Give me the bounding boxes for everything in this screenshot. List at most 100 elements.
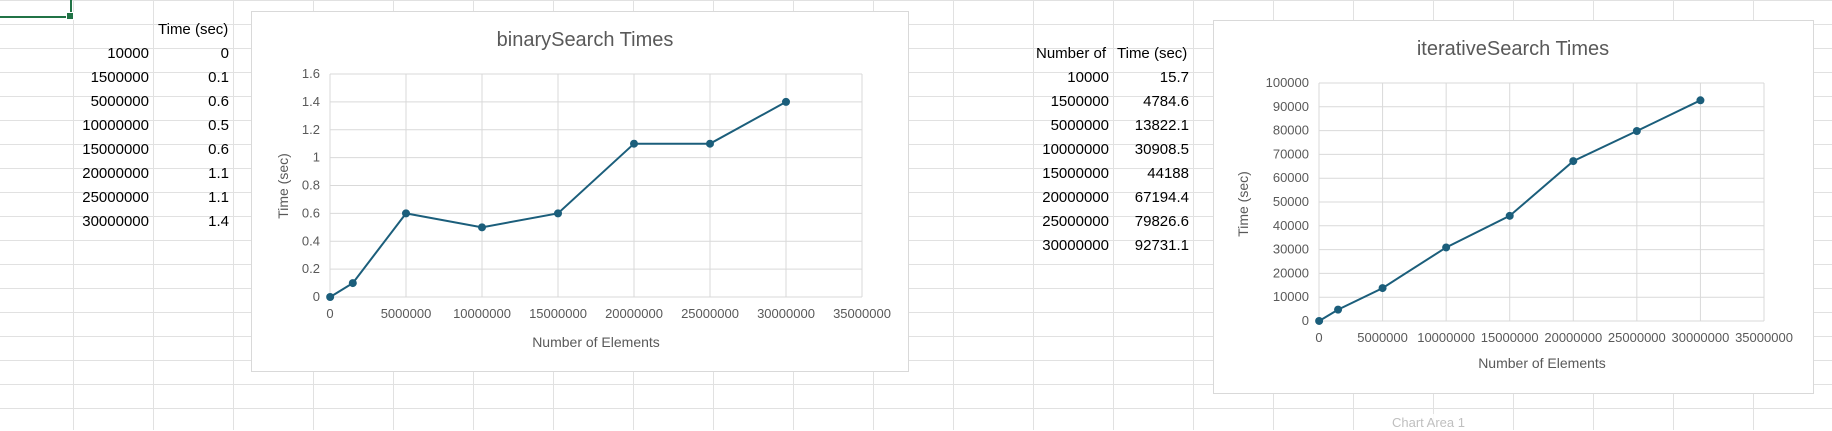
y-tick-label: 0 [1302,313,1309,328]
table1-cell-time[interactable]: 0.5 [208,117,229,134]
table2-header-n[interactable]: Number of [1036,45,1107,62]
x-tick-label: 10000000 [1417,330,1475,345]
table1-header-time[interactable]: Time (sec) [158,21,229,38]
x-tick-label: 25000000 [1608,330,1666,345]
data-point[interactable] [478,223,486,232]
table2-cell-time[interactable]: 13822.1 [1134,117,1189,134]
binary-search-chart[interactable]: binarySearch Times Number of Elements Ti… [251,11,909,372]
table1-cell-n[interactable]: 15000000 [82,141,149,158]
active-cell-selection[interactable] [0,0,74,20]
y-tick-label: 70000 [1273,146,1309,161]
y-tick-label: 80000 [1273,123,1309,138]
chart-title: binarySearch Times [497,29,674,51]
table2-cell-time[interactable]: 4784.6 [1143,93,1189,110]
y-tick-label: 40000 [1273,218,1309,233]
series-line[interactable] [329,100,787,298]
x-tick-label: 35000000 [833,306,891,321]
data-point[interactable] [1569,157,1578,166]
y-tick-label: 0.6 [302,205,320,220]
data-point[interactable] [706,139,714,148]
table1-cell-time[interactable]: 0.6 [208,141,229,158]
table2-cell-n[interactable]: 10000 [1067,69,1109,86]
data-point[interactable] [1696,96,1705,105]
y-tick-label: 1.4 [302,94,320,109]
iterative-search-chart[interactable]: iterativeSearch Times Number of Elements… [1213,20,1814,394]
y-tick-label: 1.6 [302,66,320,81]
table1-cell-n[interactable]: 10000 [107,45,149,62]
table2-cell-n[interactable]: 20000000 [1042,189,1109,206]
data-point[interactable] [630,139,638,148]
table2-cell-n[interactable]: 10000000 [1042,141,1109,158]
x-tick-label: 0 [1315,330,1322,345]
table1-cell-n[interactable]: 20000000 [82,165,149,182]
x-tick-label: 25000000 [681,306,739,321]
table2-cell-time[interactable]: 30908.5 [1134,141,1189,158]
iterative-search-chart-svg: iterativeSearch Times Number of Elements… [1235,38,1793,371]
table1-cell-time[interactable]: 1.4 [208,213,229,230]
table1-cell-time[interactable]: 1.1 [208,165,229,182]
x-axis-title: Number of Elements [1478,355,1606,371]
data-point[interactable] [1334,305,1343,314]
data-point[interactable] [348,279,357,288]
data-point[interactable] [1378,284,1387,293]
x-tick-label: 15000000 [529,306,587,321]
table1-cell-n[interactable]: 1500000 [90,69,149,86]
x-tick-label: 0 [326,306,333,321]
x-tick-label: 20000000 [1544,330,1602,345]
y-tick-label: 20000 [1273,265,1309,280]
data-point[interactable] [782,97,790,106]
table1-cell-time[interactable]: 0.1 [208,69,229,86]
y-axis-title: Time (sec) [1235,171,1251,237]
table2-cell-time[interactable]: 79826.6 [1134,213,1189,230]
table1-cell-time[interactable]: 1.1 [208,189,229,206]
data-point[interactable] [402,209,410,218]
x-tick-label: 20000000 [605,306,663,321]
y-tick-label: 10000 [1273,289,1309,304]
data-point[interactable] [326,293,335,301]
data-point[interactable] [554,209,562,218]
y-tick-label: 0.8 [302,178,320,193]
table1-cell-time[interactable]: 0 [220,45,229,62]
table2-cell-time[interactable]: 92731.1 [1134,237,1189,254]
x-axis-title: Number of Elements [532,334,660,350]
binary-search-chart-svg: binarySearch Times Number of Elements Ti… [275,29,891,350]
x-tick-label: 5000000 [1357,330,1408,345]
table2-cell-time[interactable]: 44188 [1147,165,1189,182]
y-tick-label: 90000 [1273,99,1309,114]
table1-cell-n[interactable]: 5000000 [90,93,149,110]
data-point[interactable] [1632,127,1641,136]
table2-cell-n[interactable]: 15000000 [1042,165,1109,182]
y-tick-label: 50000 [1273,194,1309,209]
y-tick-label: 0.4 [302,233,320,248]
y-tick-label: 1 [313,150,320,165]
data-point[interactable] [1442,243,1451,252]
y-tick-label: 100000 [1266,75,1309,90]
table2-cell-n[interactable]: 25000000 [1042,213,1109,230]
y-tick-label: 60000 [1273,170,1309,185]
table1-cell-n[interactable]: 10000000 [82,117,149,134]
table1-cell-n[interactable]: 25000000 [82,189,149,206]
x-tick-label: 15000000 [1481,330,1539,345]
table2-cell-n[interactable]: 30000000 [1042,237,1109,254]
y-tick-label: 1.2 [302,122,320,137]
data-point[interactable] [1505,211,1514,220]
chart-title: iterativeSearch Times [1417,38,1609,60]
table1-cell-n[interactable]: 30000000 [82,213,149,230]
x-tick-label: 30000000 [757,306,815,321]
fill-handle[interactable] [66,12,74,20]
table2-cell-n[interactable]: 1500000 [1050,93,1109,110]
x-tick-label: 35000000 [1735,330,1793,345]
y-tick-label: 30000 [1273,242,1309,257]
table2-cell-time[interactable]: 67194.4 [1134,189,1189,206]
x-tick-label: 10000000 [453,306,511,321]
table1-cell-time[interactable]: 0.6 [208,93,229,110]
table2-cell-time[interactable]: 15.7 [1159,69,1189,86]
data-point[interactable] [1315,316,1324,325]
table2-cell-n[interactable]: 5000000 [1050,117,1109,134]
series-line[interactable] [1318,99,1701,322]
x-tick-label: 30000000 [1672,330,1730,345]
y-tick-label: 0 [313,289,320,304]
table2-header-time[interactable]: Time (sec) [1117,45,1188,62]
x-tick-label: 5000000 [381,306,432,321]
chart-area-tooltip: Chart Area 1 [1386,414,1471,431]
